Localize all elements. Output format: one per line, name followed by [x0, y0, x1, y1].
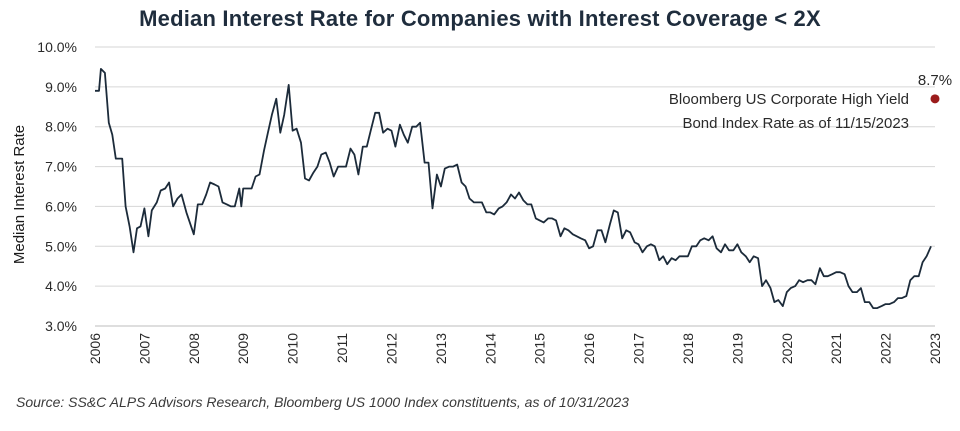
x-tick-label: 2019: [729, 333, 745, 364]
x-tick-label: 2017: [631, 333, 647, 364]
marker-value-label: 8.7%: [918, 72, 952, 89]
x-tick-label: 2009: [235, 333, 251, 364]
x-tick-label: 2023: [927, 333, 943, 364]
x-tick-label: 2015: [532, 333, 548, 364]
x-tick-label: 2013: [433, 333, 449, 364]
y-tick-label: 7.0%: [45, 159, 77, 175]
x-tick-label: 2012: [383, 333, 399, 364]
x-tick-label: 2016: [581, 333, 597, 364]
marker-annotation-line: Bond Index Rate as of 11/15/2023: [682, 115, 909, 132]
series-line: [95, 68, 932, 309]
x-tick-label: 2014: [482, 333, 498, 364]
x-tick-label: 2011: [334, 333, 350, 363]
x-tick-label: 2022: [878, 333, 894, 364]
high-yield-marker: [930, 94, 940, 104]
y-tick-label: 9.0%: [45, 79, 77, 95]
source-note: Source: SS&C ALPS Advisors Research, Blo…: [16, 394, 629, 410]
x-tick-label: 2020: [779, 333, 795, 364]
y-tick-label: 4.0%: [45, 278, 77, 294]
y-tick-label: 6.0%: [45, 198, 77, 214]
marker-annotation-line: Bloomberg US Corporate High Yield: [669, 91, 909, 108]
chart-title: Median Interest Rate for Companies with …: [139, 6, 821, 31]
x-tick-label: 2021: [828, 333, 844, 364]
y-tick-label: 10.0%: [37, 39, 77, 55]
x-tick-label: 2006: [87, 333, 103, 364]
y-tick-label: 3.0%: [45, 318, 77, 334]
x-tick-label: 2007: [136, 333, 152, 364]
y-tick-label: 8.0%: [45, 119, 77, 135]
x-tick-label: 2018: [680, 333, 696, 364]
y-axis-title: Median Interest Rate: [11, 125, 28, 264]
y-tick-label: 5.0%: [45, 238, 77, 254]
x-tick-label: 2010: [285, 333, 301, 364]
x-tick-label: 2008: [186, 333, 202, 364]
